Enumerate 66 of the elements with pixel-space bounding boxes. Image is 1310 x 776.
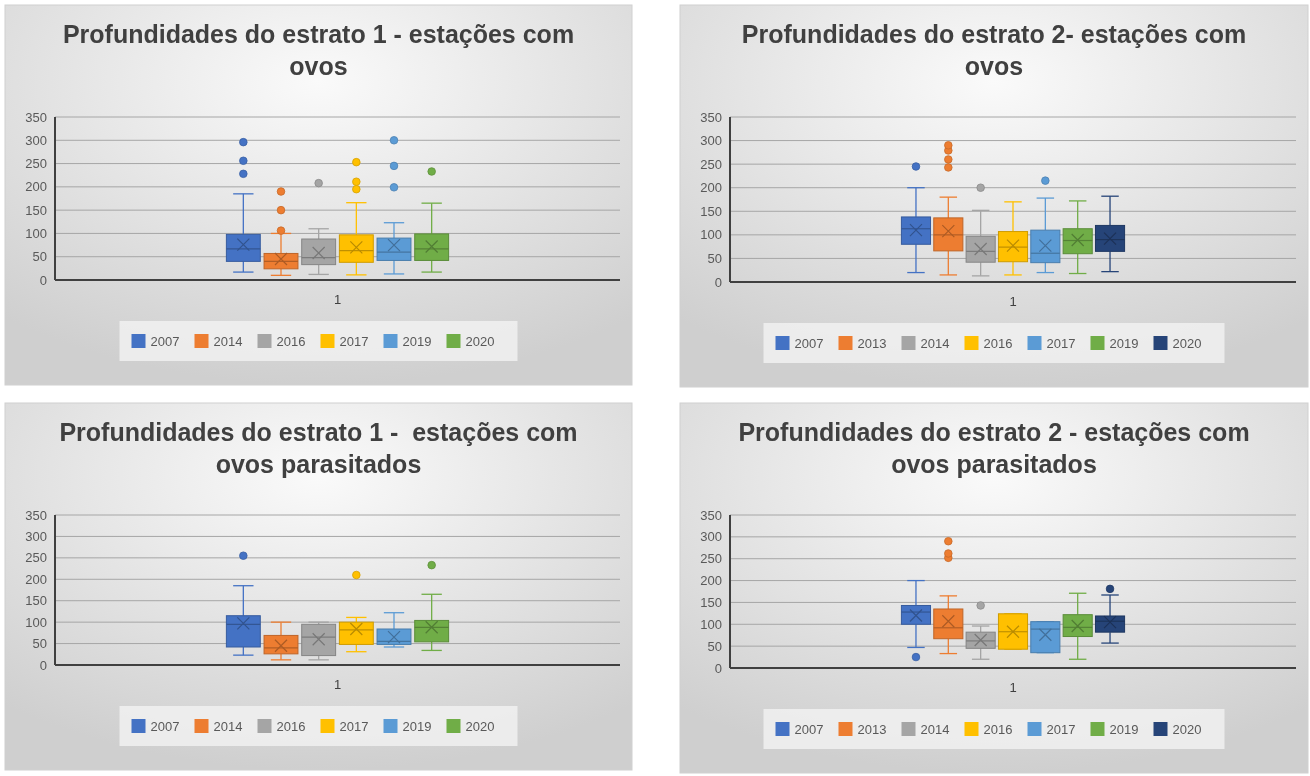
legend-label: 2007 [794,335,824,351]
legend-label: 2020 [465,718,495,734]
x-tick-label: 1 [333,677,342,692]
y-tick-label: 250 [700,551,722,567]
legend-label: 2017 [1046,335,1076,351]
y-tick-label: 0 [714,274,722,290]
chart-title: Profundidades do estrato 1 - estações com ovos [62,20,575,80]
legend-label: 2019 [1109,721,1139,737]
legend-label: 2017 [339,718,369,734]
legend-label: 2020 [465,333,495,349]
legend-label: 2016 [276,718,306,734]
y-tick-label: 0 [39,657,47,673]
y-tick-label: 250 [25,550,47,566]
chart-title: Profundidades do estrato 2 - estações com ovos parasitados [738,418,1250,478]
y-tick-label: 50 [32,249,47,265]
y-tick-label: 150 [700,594,722,610]
legend-label: 2013 [857,335,887,351]
y-tick-label: 200 [25,179,47,195]
y-tick-label: 250 [25,156,47,172]
legend-label: 2016 [983,721,1013,737]
x-tick-label: 1 [1009,680,1017,695]
y-tick-label: 250 [700,156,722,172]
legend-label: 2007 [794,721,824,737]
legend-label: 2007 [150,718,180,734]
legend-label: 2017 [1046,721,1076,737]
y-tick-label: 100 [25,614,47,630]
chart-title: Profundidades do estrato 2- estações com ovos [741,20,1247,80]
legend-label: 2016 [276,333,306,349]
y-tick-label: 100 [700,227,722,243]
y-tick-label: 100 [700,616,722,632]
legend-label: 2017 [339,333,369,349]
y-tick-label: 300 [25,132,47,148]
legend-label: 2019 [1109,335,1139,351]
y-tick-label: 350 [25,109,47,125]
y-tick-label: 200 [700,573,722,589]
x-tick-label: 1 [333,292,342,307]
y-tick-label: 0 [39,272,47,288]
y-tick-label: 300 [700,529,722,545]
legend-label: 2013 [857,721,887,737]
y-tick-label: 0 [714,660,722,676]
y-tick-label: 300 [25,528,47,544]
y-tick-label: 200 [25,571,47,587]
y-tick-label: 150 [700,203,722,219]
x-tick-label: 1 [1009,294,1017,309]
chart-title: Profundidades do estrato 1 - estações com ovos parasitados [59,418,578,478]
y-tick-label: 100 [25,225,47,241]
legend-label: 2007 [150,333,180,349]
y-tick-label: 200 [700,180,722,196]
legend-label: 2020 [1172,335,1202,351]
legend-label: 2014 [213,718,243,734]
legend-label: 2014 [920,335,950,351]
y-tick-label: 150 [25,202,47,218]
legend-label: 2019 [402,718,432,734]
y-tick-label: 300 [700,133,722,149]
legend-label: 2019 [402,333,432,349]
y-tick-label: 150 [25,593,47,609]
y-tick-label: 50 [707,250,722,266]
legend-label: 2016 [983,335,1013,351]
legend-label: 2014 [920,721,950,737]
y-tick-label: 350 [700,109,722,125]
y-tick-label: 350 [700,507,722,523]
y-tick-label: 350 [25,507,47,523]
y-tick-label: 50 [707,638,722,654]
legend-label: 2014 [213,333,243,349]
legend-label: 2020 [1172,721,1202,737]
y-tick-label: 50 [32,636,47,652]
